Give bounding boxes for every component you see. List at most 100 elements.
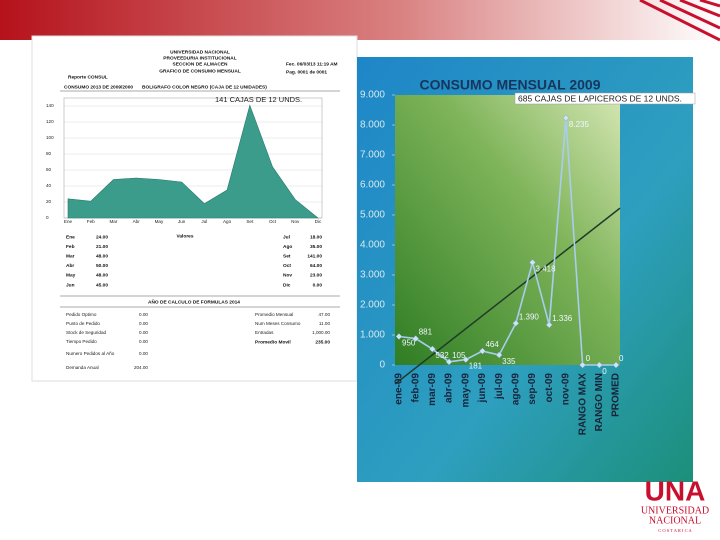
data-label: 1.390 [519,312,540,321]
x-tick-label: mar-09 [427,373,438,406]
report-meta: Reporte CONSUL [68,74,108,80]
marker [412,335,420,342]
formula-cell: Punto de Pedido [66,321,100,326]
x-tick-label: Set [246,219,254,224]
formula-cell: 1,000.00 [312,330,330,335]
table-title: Valores [176,233,193,239]
report-header: UNIVERSIDAD NACIONAL [170,49,230,55]
x-tick-label: RANGO MIN [594,373,605,431]
formula-cell: Promedio Movil [255,339,291,345]
marker [445,358,453,366]
marker [512,319,520,327]
y-tick-label: 4.000 [360,240,385,251]
data-label: 8.235 [569,120,590,129]
y-tick-label: 100 [46,135,54,140]
x-tick-label: jul-09 [494,373,505,401]
formula-cell: 0.00 [139,330,148,335]
report-meta: BOLIGRAFO COLOR NEGRO (CAJA DE 12 UNIDAD… [142,84,267,90]
marker [579,361,586,369]
table-value: 21.00 [96,244,108,250]
x-tick-label: abr-09 [444,373,455,403]
table-value: 35.00 [310,244,322,250]
y-tick-label: 9.000 [360,90,385,101]
table-value: 45.00 [96,282,108,288]
formula-cell: Stock de Seguridad [66,330,107,335]
table-label: Ago [283,244,292,250]
y-tick-label: 5.000 [360,210,385,221]
table-value: 18.00 [310,234,322,240]
logo-text: C O S T A R I C A [658,528,692,533]
y-tick-label: 0 [379,360,385,371]
x-tick-label: Mar [109,219,117,224]
marker [595,361,603,369]
data-label: 532 [435,351,449,360]
x-tick-label: Abr [133,219,141,224]
y-tick-label: 80 [46,151,52,156]
formula-cell: 235.00 [315,339,330,345]
formula-cell: Tiempo Pedido [66,339,97,344]
formula-cell: 204.00 [134,365,148,370]
report-meta: CONSUMO 2013 DE 2009/2000 [64,84,133,90]
chart-title: CONSUMO MENSUAL 2009 [419,77,600,93]
data-label: 1.336 [552,314,573,323]
table-value: 64.00 [310,263,322,269]
formula-cell: Demanda Anual [66,365,99,370]
x-tick-label: oct-09 [544,373,555,403]
x-tick-label: Ene [64,219,73,224]
y-tick-label: 140 [46,103,54,108]
x-tick-label: Nov [291,219,300,224]
formula-cell: 0.00 [139,351,148,356]
header-band [0,0,720,40]
table-label: Jul [283,234,290,240]
data-label: 181 [469,362,483,371]
marker [529,259,536,266]
y-tick-label: 8.000 [360,120,385,131]
x-tick-label: feb-09 [410,373,421,403]
table-label: Nov [283,273,292,279]
x-tick-label: RANGO MAX [577,373,588,436]
trendline [394,207,621,385]
formula-cell: 11.00 [319,321,331,326]
data-label: 881 [419,328,433,337]
x-tick-label: Jul [201,219,207,224]
x-tick-label: May [155,219,164,224]
report-header: SECCION DE ALMACEN [173,61,229,67]
formula-cell: Numero Pedidos al Año [66,351,115,356]
report-meta: Fec. 06/03/13 11:19 AM [286,61,338,67]
x-tick-label: nov-09 [561,373,572,406]
formula-cell: Entradas [255,330,274,335]
x-tick-label: Ago [223,219,232,224]
marker [395,333,403,340]
formula-cell: Num Meses Consumo [255,321,301,326]
y-tick-label: 20 [46,199,52,204]
x-tick-label: ene-09 [394,373,405,405]
report-meta: Pag. 0001 de 0001 [286,69,327,75]
marker [479,347,486,355]
data-label: 105 [452,351,466,360]
x-tick-label: may-09 [460,373,471,408]
table-value: 48.00 [96,273,108,279]
marker [462,356,470,363]
formula-cell: 47.00 [319,312,331,317]
data-label: 0 [602,367,607,376]
y-tick-label: 7.000 [360,150,385,161]
logo-mark: UNA [645,475,706,506]
marker [562,114,570,122]
logo-text: UNIVERSIDAD [641,505,709,516]
table-value: 0.00 [313,282,323,288]
formulas-title: AÑO DE CALCULO DE FORMULAS 2014 [148,298,240,305]
x-tick-label: Dic [315,219,322,224]
table-label: Oct [283,263,291,269]
marker [545,321,553,329]
corner-graphic [639,0,720,42]
data-label: 0 [586,354,591,363]
table-label: Jun [66,282,75,288]
x-tick-label: jun-09 [477,373,488,404]
annotation: 141 CAJAS DE 12 UNDS. [215,95,302,104]
y-tick-label: 6.000 [360,180,385,191]
y-tick-label: 120 [46,119,54,124]
logo-text: NACIONAL [649,515,701,526]
y-tick-label: 0 [46,215,49,220]
table-label: Abr [66,263,74,269]
